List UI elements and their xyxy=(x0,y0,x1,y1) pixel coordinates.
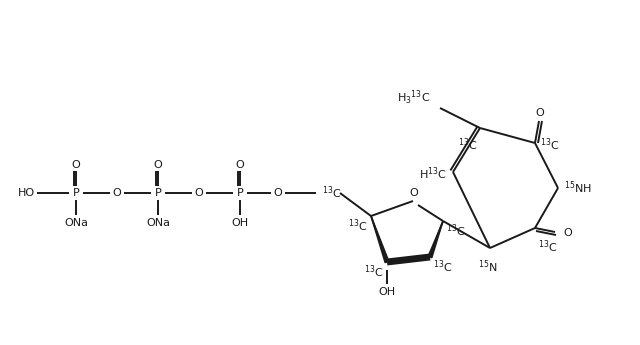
Text: O: O xyxy=(195,188,204,198)
Text: O: O xyxy=(274,188,282,198)
Text: O: O xyxy=(563,228,572,238)
Text: ONa: ONa xyxy=(146,218,170,228)
Text: P: P xyxy=(155,188,161,198)
Text: $^{13}$C: $^{13}$C xyxy=(538,238,557,255)
Text: O: O xyxy=(113,188,122,198)
Text: H$_3$$^{13}$C: H$_3$$^{13}$C xyxy=(397,89,430,107)
Text: P: P xyxy=(237,188,243,198)
Text: HO: HO xyxy=(18,188,35,198)
Text: P: P xyxy=(72,188,79,198)
Text: $^{15}$NH: $^{15}$NH xyxy=(564,180,591,196)
Text: O: O xyxy=(154,160,163,170)
Polygon shape xyxy=(428,221,443,258)
Text: O: O xyxy=(72,160,81,170)
Text: $^{13}$C: $^{13}$C xyxy=(458,136,478,152)
Text: $^{13}$C: $^{13}$C xyxy=(433,259,452,275)
Text: OH: OH xyxy=(232,218,248,228)
Text: ONa: ONa xyxy=(64,218,88,228)
Text: H$^{13}$C: H$^{13}$C xyxy=(419,166,447,182)
Text: OH: OH xyxy=(378,287,396,297)
Text: O: O xyxy=(536,108,545,118)
Text: $^{13}$C: $^{13}$C xyxy=(365,264,384,280)
Text: $^{15}$N: $^{15}$N xyxy=(478,258,498,275)
Polygon shape xyxy=(371,216,389,263)
Text: $^{13}$C: $^{13}$C xyxy=(540,137,559,153)
Text: $^{13}$C: $^{13}$C xyxy=(322,185,342,201)
Text: O: O xyxy=(410,188,419,198)
Text: $^{13}$C: $^{13}$C xyxy=(349,218,368,234)
Text: $^{13}$C: $^{13}$C xyxy=(446,223,465,239)
Text: O: O xyxy=(236,160,244,170)
